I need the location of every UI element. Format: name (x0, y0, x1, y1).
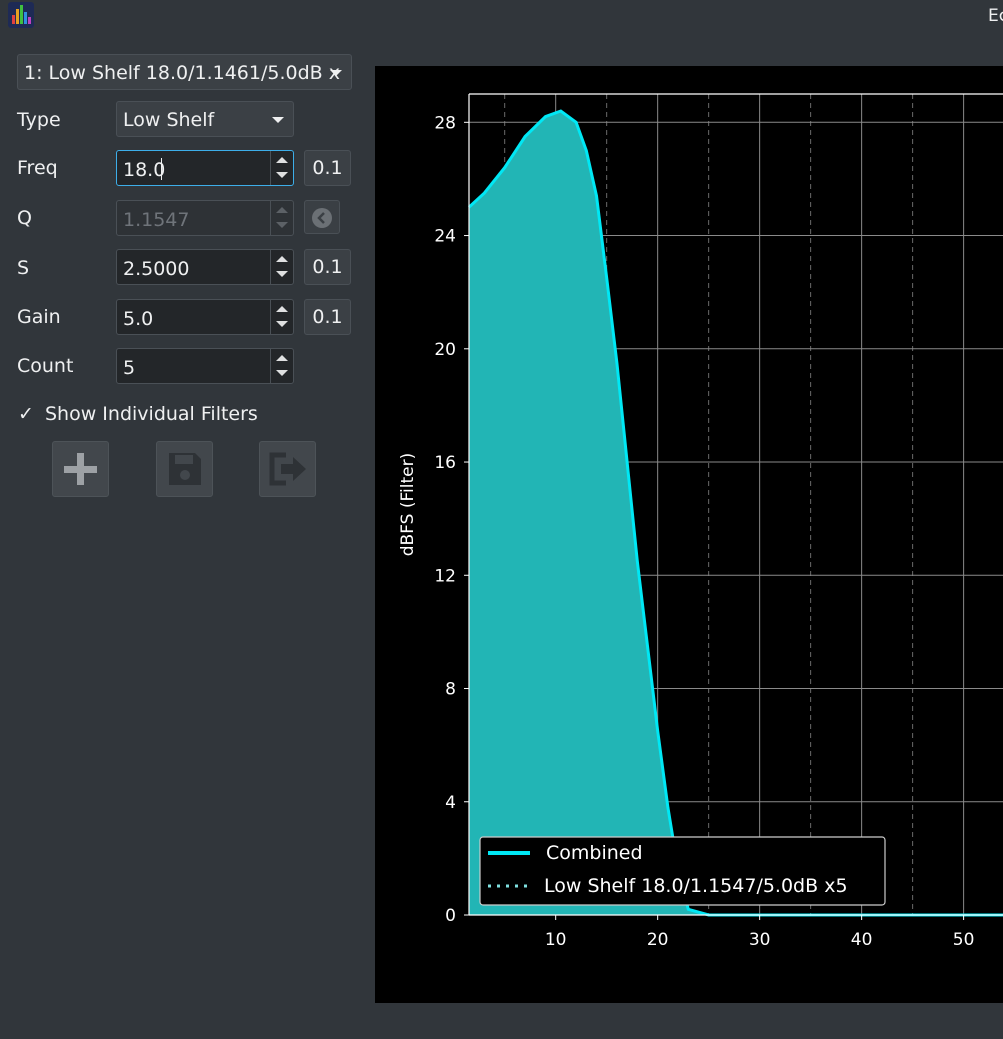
s-label: S (17, 257, 30, 279)
q-value: 1.1547 (123, 209, 190, 231)
chevron-down-icon (330, 70, 342, 76)
y-tick-label: 28 (434, 113, 456, 133)
save-button[interactable] (156, 441, 213, 497)
legend-label-combined: Combined (546, 842, 643, 864)
gain-label: Gain (17, 306, 61, 328)
y-tick-label: 12 (434, 566, 456, 586)
gain-spinner[interactable] (270, 300, 293, 334)
count-input[interactable]: 5 (116, 348, 294, 384)
spin-up-icon[interactable] (276, 306, 288, 312)
freq-input[interactable]: 18.0 (116, 150, 294, 186)
y-tick-label: 16 (434, 453, 456, 473)
chevron-down-icon (272, 117, 284, 123)
title-bar: Ec (0, 0, 1003, 34)
spin-down-icon[interactable] (276, 370, 288, 376)
spin-down-icon[interactable] (276, 172, 288, 178)
x-tick-label: 40 (851, 930, 873, 950)
y-tick-label: 20 (434, 340, 456, 360)
count-spinner[interactable] (270, 349, 293, 383)
y-tick-label: 4 (445, 793, 456, 813)
x-tick-label: 50 (953, 930, 975, 950)
freq-spinner[interactable] (270, 151, 293, 185)
gain-input[interactable]: 5.0 (116, 299, 294, 335)
type-select[interactable]: Low Shelf (116, 101, 294, 137)
gain-value: 5.0 (123, 308, 154, 330)
q-toggle-button (304, 200, 340, 234)
freq-value: 18.0 (123, 159, 166, 181)
spin-up-icon[interactable] (276, 157, 288, 163)
freq-label: Freq (17, 157, 58, 179)
x-tick-label: 10 (545, 930, 567, 950)
spin-up-icon[interactable] (276, 355, 288, 361)
y-tick-label: 24 (434, 227, 456, 247)
x-tick-label: 30 (749, 930, 771, 950)
freq-step-button[interactable]: 0.1 (304, 150, 351, 186)
y-tick-label: 8 (445, 680, 456, 700)
s-spinner[interactable] (270, 250, 293, 284)
q-label: Q (17, 207, 32, 229)
q-input: 1.1547 (116, 200, 294, 236)
y-tick-label: 0 (445, 906, 456, 926)
show-individual-checkbox[interactable]: ✓ (18, 403, 34, 425)
window-title: Ec (988, 6, 1003, 26)
type-label: Type (17, 109, 61, 131)
combined-area (469, 111, 1003, 915)
s-value: 2.5000 (123, 258, 190, 280)
y-axis-label: dBFS (Filter) (398, 453, 418, 557)
add-filter-button[interactable] (52, 441, 109, 497)
legend-label-individual: Low Shelf 18.0/1.1547/5.0dB x5 (544, 875, 848, 897)
floppy-disk-icon (169, 453, 201, 485)
q-spinner (270, 201, 293, 235)
s-input[interactable]: 2.5000 (116, 249, 294, 285)
filter-select-value: 1: Low Shelf 18.0/1.1461/5.0dB x (24, 62, 340, 84)
gain-step-button[interactable]: 0.1 (304, 299, 351, 335)
legend-box (479, 836, 886, 906)
spin-down-icon (276, 222, 288, 228)
spin-up-icon[interactable] (276, 256, 288, 262)
export-arrow-icon (269, 452, 306, 486)
app-icon (8, 2, 34, 28)
text-caret (161, 158, 162, 180)
show-individual-label: Show Individual Filters (45, 403, 258, 425)
spin-up-icon (276, 207, 288, 213)
plus-icon (64, 453, 97, 485)
type-select-value: Low Shelf (123, 109, 215, 131)
export-button[interactable] (259, 441, 316, 497)
frequency-response-plot[interactable]: 0 4 8 12 16 20 24 28 10 20 30 40 50 dBFS (Filter) Comb… (375, 66, 1003, 1003)
count-value: 5 (123, 357, 136, 379)
x-tick-label: 20 (647, 930, 669, 950)
chevron-left-circle-icon (312, 208, 332, 228)
spin-down-icon[interactable] (276, 271, 288, 277)
count-label: Count (17, 355, 74, 377)
chart-svg: 0 4 8 12 16 20 24 28 10 20 30 40 50 dBFS (Filter) Comb… (398, 93, 1003, 950)
s-step-button[interactable]: 0.1 (304, 249, 351, 285)
spin-down-icon[interactable] (276, 321, 288, 327)
filter-select[interactable]: 1: Low Shelf 18.0/1.1461/5.0dB x (17, 54, 352, 90)
